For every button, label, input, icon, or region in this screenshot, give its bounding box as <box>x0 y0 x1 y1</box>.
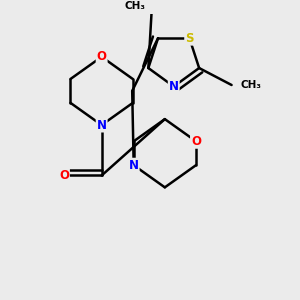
Text: O: O <box>191 135 201 148</box>
Text: N: N <box>129 159 139 172</box>
Text: N: N <box>97 118 106 132</box>
Text: CH₃: CH₃ <box>124 1 146 11</box>
Text: O: O <box>97 50 106 63</box>
Text: S: S <box>185 32 194 45</box>
Text: N: N <box>169 80 179 93</box>
Text: CH₃: CH₃ <box>241 80 262 90</box>
Text: O: O <box>59 169 69 182</box>
